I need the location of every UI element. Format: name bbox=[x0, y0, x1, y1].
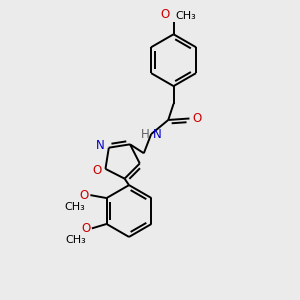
Text: CH₃: CH₃ bbox=[64, 202, 85, 212]
Text: O: O bbox=[160, 8, 170, 21]
Text: N: N bbox=[153, 128, 161, 141]
Text: O: O bbox=[81, 222, 90, 235]
Text: O: O bbox=[80, 189, 89, 202]
Text: O: O bbox=[192, 112, 202, 125]
Text: N: N bbox=[96, 139, 105, 152]
Text: CH₃: CH₃ bbox=[66, 235, 86, 245]
Text: H: H bbox=[141, 128, 150, 141]
Text: CH₃: CH₃ bbox=[175, 11, 196, 21]
Text: O: O bbox=[92, 164, 101, 177]
